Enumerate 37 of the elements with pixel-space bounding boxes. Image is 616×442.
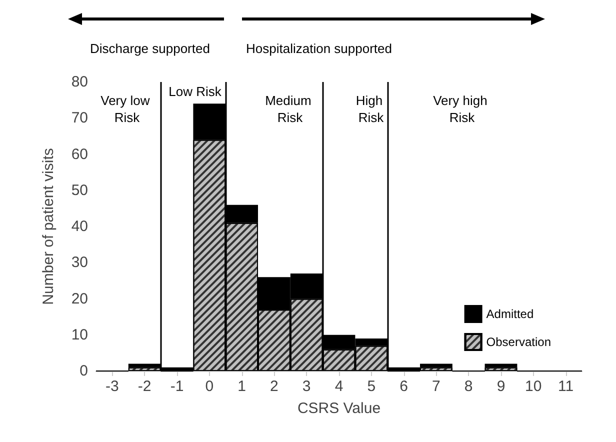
y-axis-title: Number of patient visits [40, 148, 57, 305]
y-tick-label: 50 [71, 182, 88, 199]
x-axis-title: CSRS Value [297, 400, 381, 417]
y-tick-label: 80 [71, 74, 88, 90]
x-tick-label: 11 [558, 378, 574, 395]
annotation: Low Risk [168, 84, 222, 99]
y-tick-label: 40 [71, 218, 88, 235]
x-tick-label: 5 [367, 378, 376, 395]
x-tick-label: -3 [106, 378, 119, 395]
x-tick-label: 1 [238, 378, 246, 395]
x-tick-label: 10 [525, 378, 542, 395]
y-tick-label: 0 [80, 362, 88, 380]
x-tick-label: 0 [205, 378, 214, 395]
x-tick-label: 9 [496, 378, 506, 395]
y-tick-label: 30 [71, 254, 88, 272]
legend-label: Admitted [486, 307, 534, 321]
text: Discharge supported [90, 41, 210, 56]
text: Hospitalization supported [246, 41, 392, 56]
x-tick-label: 2 [270, 378, 278, 395]
annotation: High Risk [356, 93, 386, 125]
x-tick-label: 4 [334, 378, 344, 395]
annotation: Medium Risk [265, 93, 315, 125]
x-tick-label: -1 [170, 378, 184, 395]
bar [420, 364, 452, 368]
x-tick-label: 8 [464, 378, 473, 395]
y-tick-label: 60 [71, 146, 88, 163]
x-tick-label: -2 [138, 378, 152, 395]
x-tick-label: 7 [432, 378, 440, 395]
bar [484, 364, 518, 368]
y-tick-label: 70 [71, 110, 88, 127]
annotation: Very low Risk [100, 93, 154, 125]
x-tick-label: 6 [400, 378, 408, 395]
annotation: Very high Risk [433, 93, 491, 125]
y-tick-label: 20 [71, 290, 88, 308]
x-tick-label: 3 [302, 378, 311, 395]
legend-label: Observation [486, 335, 552, 349]
y-tick-label: 10 [71, 326, 88, 344]
